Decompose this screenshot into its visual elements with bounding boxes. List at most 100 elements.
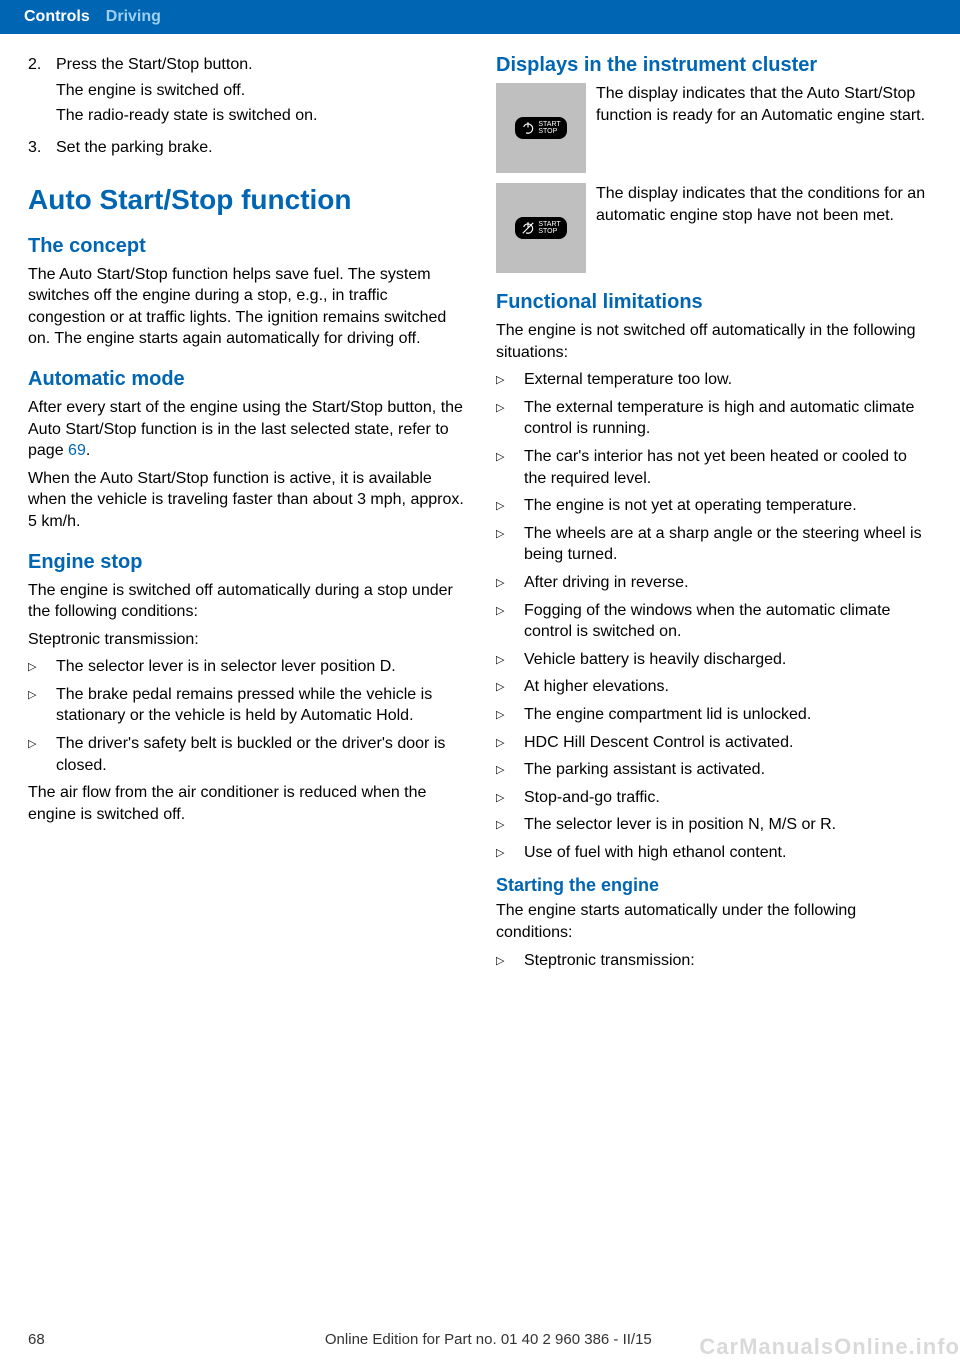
step-marker: 3.: [28, 137, 56, 163]
start-stop-notmet-icon: START STOP: [496, 183, 586, 273]
page-number: 68: [28, 1331, 45, 1348]
bullet-icon: ▷: [496, 704, 524, 726]
bullet-icon: ▷: [496, 523, 524, 566]
paragraph: After every start of the engine using th…: [28, 397, 464, 462]
list-item-text: The engine is not yet at operating tempe…: [524, 495, 932, 517]
list-item-text: The brake pedal remains pressed while th…: [56, 684, 464, 727]
list-item-text: The engine compartment lid is unlocked.: [524, 704, 932, 726]
left-column: 2. Press the Start/Stop button. The engi…: [28, 54, 464, 977]
engine-stop-list: ▷The selector lever is in selector lever…: [28, 656, 464, 776]
list-item: ▷Vehicle battery is heavily discharged.: [496, 649, 932, 671]
starting-engine-list: ▷Steptronic transmission:: [496, 950, 932, 972]
list-item: ▷Use of fuel with high ethanol content.: [496, 842, 932, 864]
display-text: The display indicates that the Auto Star…: [596, 83, 932, 173]
list-item: ▷Stop-and-go traffic.: [496, 787, 932, 809]
paragraph: When the Auto Start/Stop function is act…: [28, 468, 464, 533]
bullet-icon: ▷: [496, 572, 524, 594]
step-text: The radio-ready state is switched on.: [56, 105, 464, 127]
bullet-icon: ▷: [496, 676, 524, 698]
step-text: The engine is switched off.: [56, 80, 464, 102]
list-item-text: External temperature too low.: [524, 369, 932, 391]
bullet-icon: ▷: [496, 759, 524, 781]
heading-concept: The concept: [28, 235, 464, 258]
paragraph: The engine is not switched off automatic…: [496, 320, 932, 363]
power-slash-icon: [521, 221, 535, 235]
bullet-icon: ▷: [496, 814, 524, 836]
list-item: ▷The brake pedal remains pressed while t…: [28, 684, 464, 727]
list-item: ▷Steptronic transmission:: [496, 950, 932, 972]
functional-limitations-list: ▷External temperature too low.▷The exter…: [496, 369, 932, 863]
bullet-icon: ▷: [496, 369, 524, 391]
watermark: CarManualsOnline.info: [699, 1334, 960, 1360]
list-item: ▷The selector lever is in selector lever…: [28, 656, 464, 678]
list-item-text: The car's interior has not yet been heat…: [524, 446, 932, 489]
bullet-icon: ▷: [496, 950, 524, 972]
bullet-icon: ▷: [496, 842, 524, 864]
list-item-text: The driver's safety belt is buckled or t…: [56, 733, 464, 776]
start-stop-ready-icon: START STOP: [496, 83, 586, 173]
list-item-text: Use of fuel with high ethanol content.: [524, 842, 932, 864]
list-item: ▷Fogging of the windows when the automat…: [496, 600, 932, 643]
step-body: Press the Start/Stop button. The engine …: [56, 54, 464, 131]
bullet-icon: ▷: [496, 787, 524, 809]
list-item-text: The selector lever is in selector lever …: [56, 656, 464, 678]
bullet-icon: ▷: [496, 495, 524, 517]
bullet-icon: ▷: [496, 397, 524, 440]
bullet-icon: ▷: [28, 656, 56, 678]
bullet-icon: ▷: [28, 684, 56, 727]
bullet-icon: ▷: [496, 649, 524, 671]
paragraph: The engine starts automatically under th…: [496, 900, 932, 943]
page-reference-link[interactable]: 69: [68, 442, 86, 459]
step-text: Set the parking brake.: [56, 137, 464, 159]
heading-automatic-mode: Automatic mode: [28, 368, 464, 391]
list-item: ▷The driver's safety belt is buckled or …: [28, 733, 464, 776]
tab-controls[interactable]: Controls: [24, 8, 90, 26]
list-item: ▷The engine compartment lid is unlocked.: [496, 704, 932, 726]
display-indicator-1: START STOP The display indicates that th…: [496, 83, 932, 173]
paragraph: The engine is switched off automatically…: [28, 580, 464, 623]
list-item-text: After driving in reverse.: [524, 572, 932, 594]
list-item: ▷The car's interior has not yet been hea…: [496, 446, 932, 489]
display-indicator-2: START STOP The display indicates that th…: [496, 183, 932, 273]
list-item: ▷At higher elevations.: [496, 676, 932, 698]
list-item-text: At higher elevations.: [524, 676, 932, 698]
list-item-text: Fogging of the windows when the automati…: [524, 600, 932, 643]
list-item: ▷After driving in reverse.: [496, 572, 932, 594]
tab-driving[interactable]: Driving: [106, 8, 161, 26]
heading-displays: Displays in the instrument cluster: [496, 54, 932, 77]
bullet-icon: ▷: [496, 600, 524, 643]
list-item-text: Steptronic transmission:: [524, 950, 932, 972]
step-3: 3. Set the parking brake.: [28, 137, 464, 163]
bullet-icon: ▷: [496, 446, 524, 489]
list-item-text: The parking assistant is activated.: [524, 759, 932, 781]
step-text: Press the Start/Stop button.: [56, 54, 464, 76]
display-text: The display indicates that the condition…: [596, 183, 932, 273]
list-item-text: The external temperature is high and aut…: [524, 397, 932, 440]
list-item: ▷The external temperature is high and au…: [496, 397, 932, 440]
list-item: ▷The engine is not yet at operating temp…: [496, 495, 932, 517]
heading-engine-stop: Engine stop: [28, 551, 464, 574]
power-icon: [521, 121, 535, 135]
list-item: ▷HDC Hill Descent Control is activated.: [496, 732, 932, 754]
heading-auto-start-stop: Auto Start/Stop function: [28, 184, 464, 216]
list-item: ▷The wheels are at a sharp angle or the …: [496, 523, 932, 566]
list-item: ▷The parking assistant is activated.: [496, 759, 932, 781]
page-content: 2. Press the Start/Stop button. The engi…: [0, 34, 960, 977]
bullet-icon: ▷: [496, 732, 524, 754]
step-body: Set the parking brake.: [56, 137, 464, 163]
right-column: Displays in the instrument cluster START…: [496, 54, 932, 977]
bullet-icon: ▷: [28, 733, 56, 776]
list-item: ▷External temperature too low.: [496, 369, 932, 391]
paragraph: Steptronic transmission:: [28, 629, 464, 651]
list-item-text: The wheels are at a sharp angle or the s…: [524, 523, 932, 566]
step-marker: 2.: [28, 54, 56, 131]
list-item-text: Stop-and-go traffic.: [524, 787, 932, 809]
list-item-text: Vehicle battery is heavily discharged.: [524, 649, 932, 671]
heading-functional-limitations: Functional limitations: [496, 291, 932, 314]
paragraph: The Auto Start/Stop function helps save …: [28, 264, 464, 350]
list-item-text: The selector lever is in position N, M/S…: [524, 814, 932, 836]
list-item: ▷The selector lever is in position N, M/…: [496, 814, 932, 836]
list-item-text: HDC Hill Descent Control is activated.: [524, 732, 932, 754]
step-2: 2. Press the Start/Stop button. The engi…: [28, 54, 464, 131]
heading-starting-engine: Starting the engine: [496, 875, 932, 896]
